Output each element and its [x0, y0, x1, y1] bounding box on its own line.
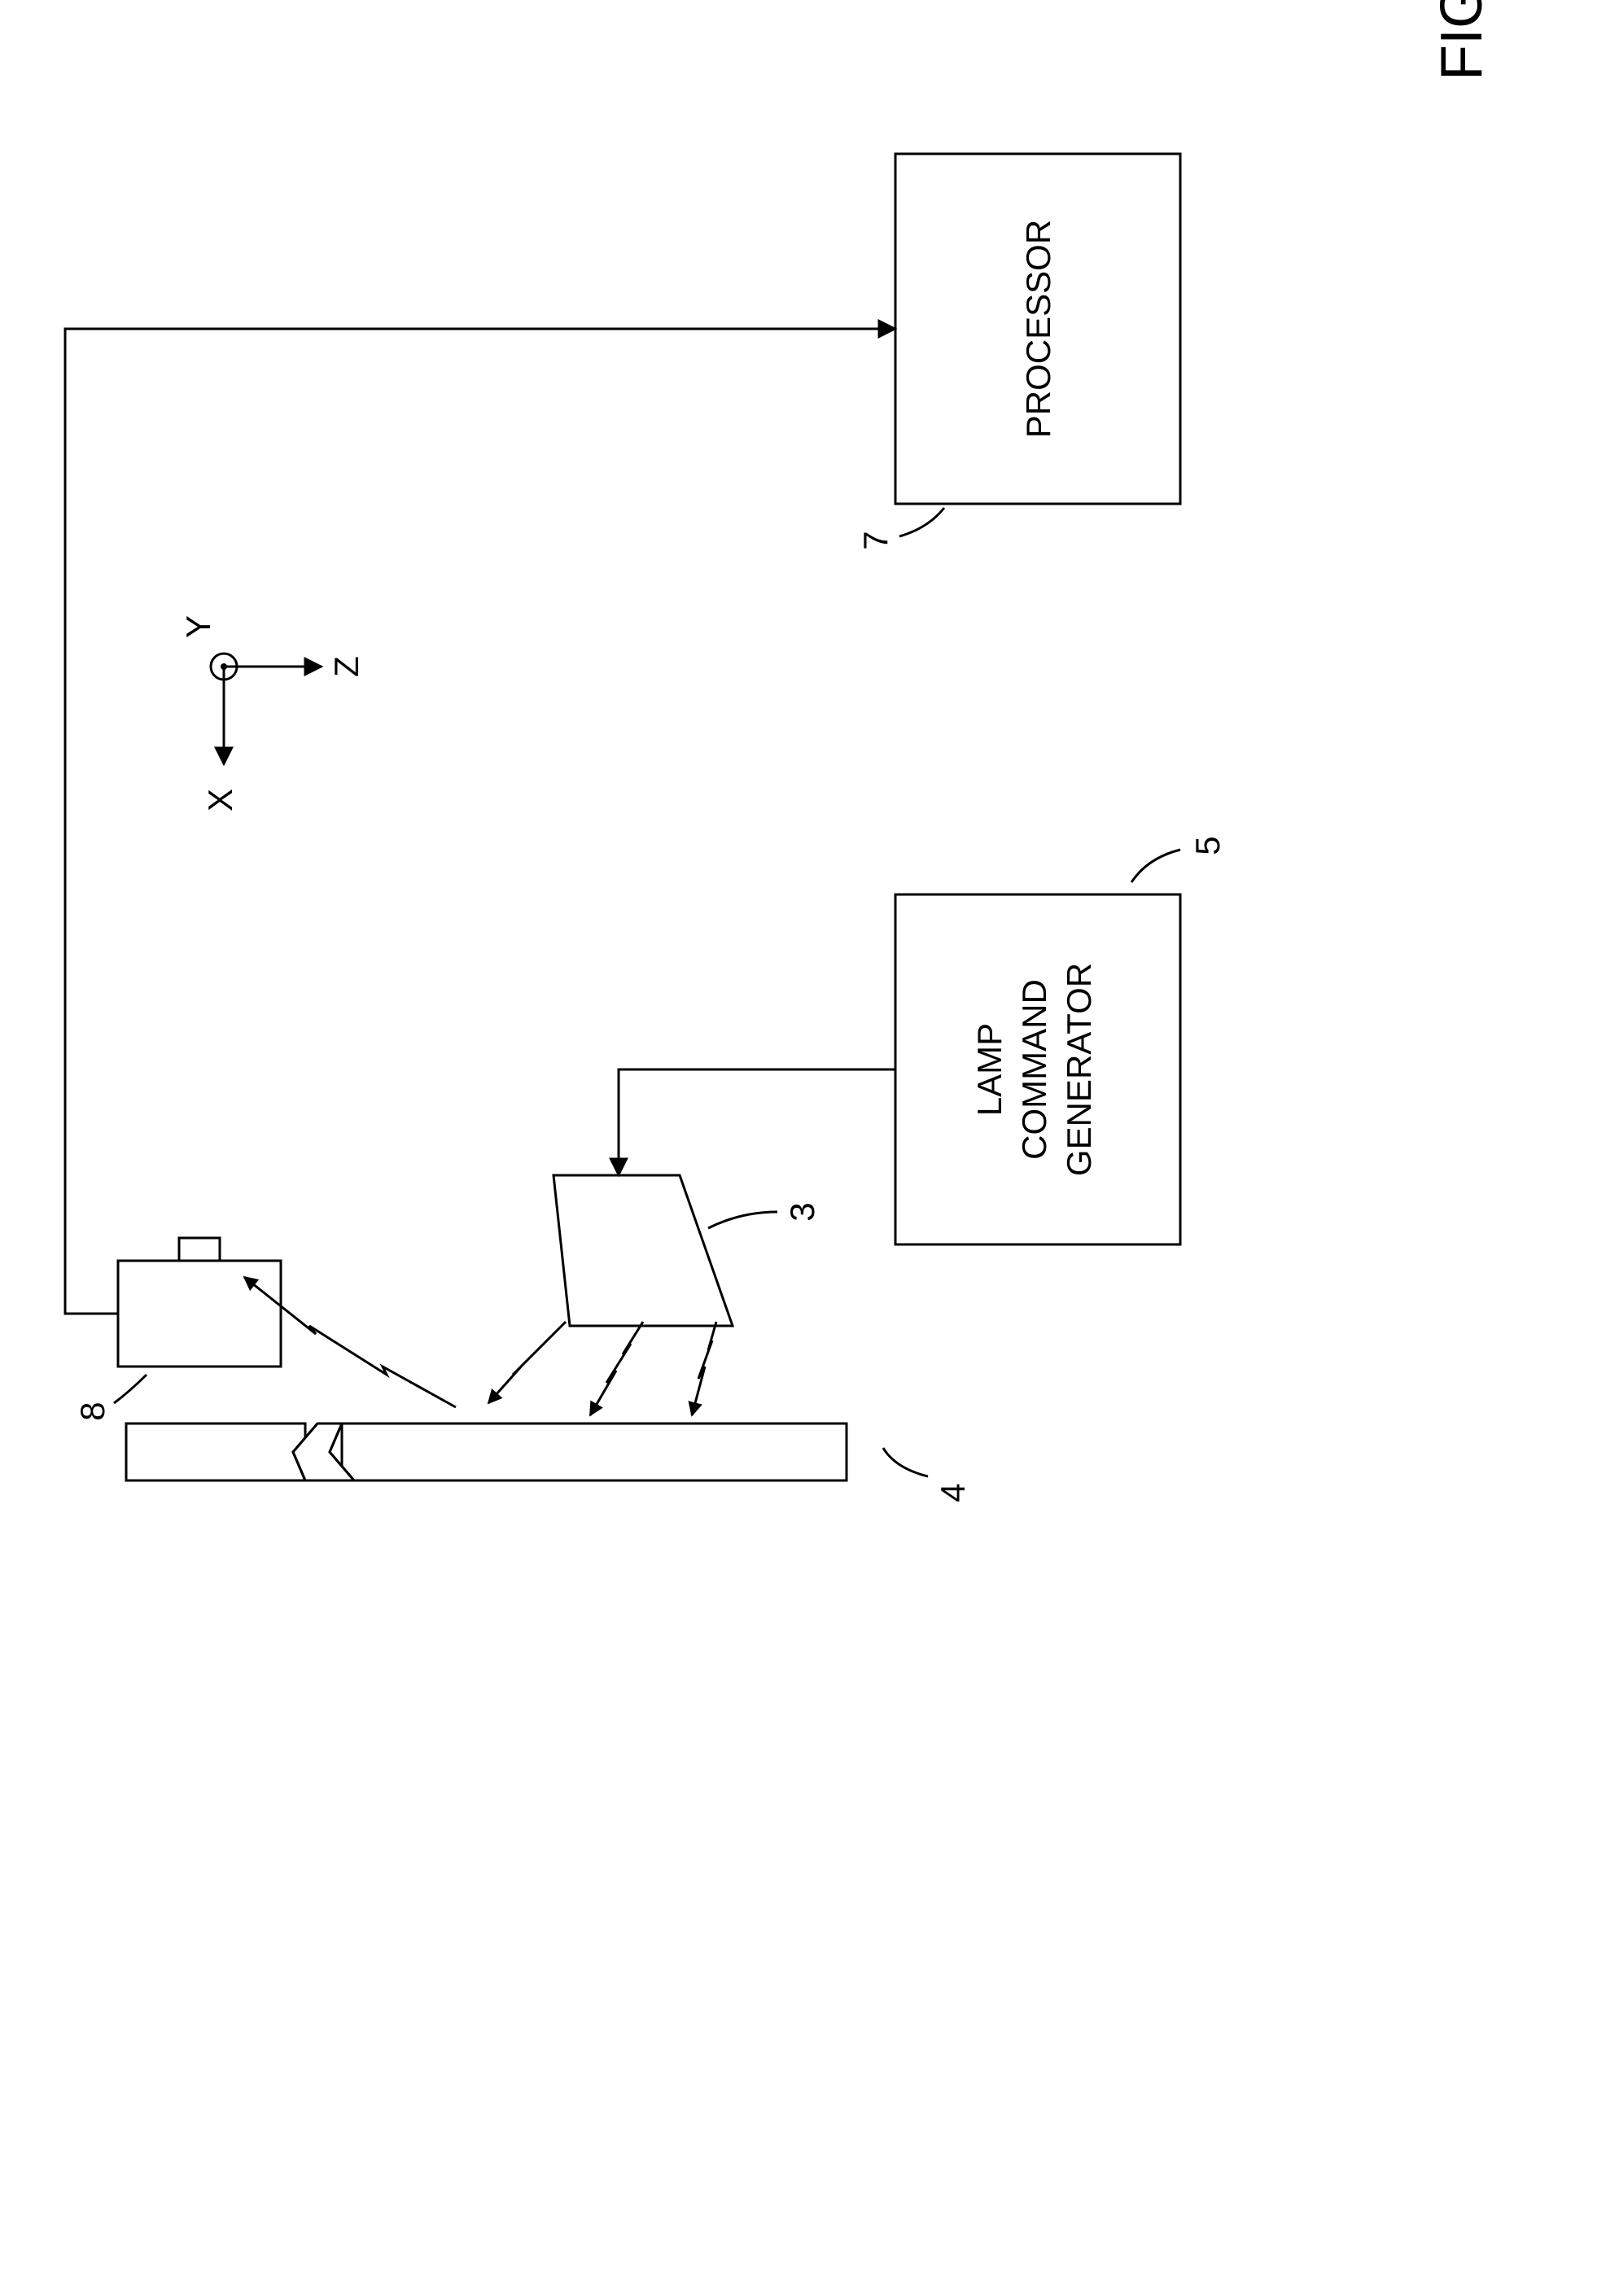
- axis-z: Z: [327, 656, 365, 677]
- wire-camera-to-processor: [65, 329, 895, 1314]
- axis-y: Y: [179, 615, 217, 638]
- lamp-3: [554, 1175, 733, 1326]
- processor-text: PROCESSOR: [1019, 220, 1057, 438]
- lamp-command-generator: LAMP COMMAND GENERATOR: [895, 894, 1180, 1244]
- coordinate-axes: [211, 654, 322, 764]
- leader-3: [708, 1212, 777, 1228]
- leader-5: [1131, 850, 1180, 882]
- wire-lcg-to-lamp: [619, 1069, 895, 1175]
- light-arrows: [488, 1322, 716, 1415]
- leader-4: [883, 1448, 928, 1476]
- figure-label: FIG. 1: [1429, 0, 1494, 81]
- label-8: 8: [73, 1402, 112, 1420]
- axis-x: X: [201, 789, 239, 811]
- object-4: [126, 1424, 847, 1480]
- lcg-line1: LAMP: [970, 1023, 1009, 1116]
- processor-block: PROCESSOR: [895, 154, 1180, 504]
- label-4: 4: [934, 1483, 972, 1502]
- label-7: 7: [856, 531, 895, 549]
- label-3: 3: [783, 1202, 821, 1221]
- lcg-line2: COMMAND: [1015, 979, 1053, 1160]
- leader-7: [899, 508, 944, 536]
- lcg-line3: GENERATOR: [1060, 963, 1098, 1176]
- reflect-arrow: [244, 1277, 456, 1407]
- camera-8: [118, 1238, 281, 1367]
- diagram-content: 4 8 3 LAMP COMMAND GENERATOR: [65, 0, 1494, 1502]
- leader-8: [114, 1375, 147, 1403]
- label-5: 5: [1188, 836, 1227, 855]
